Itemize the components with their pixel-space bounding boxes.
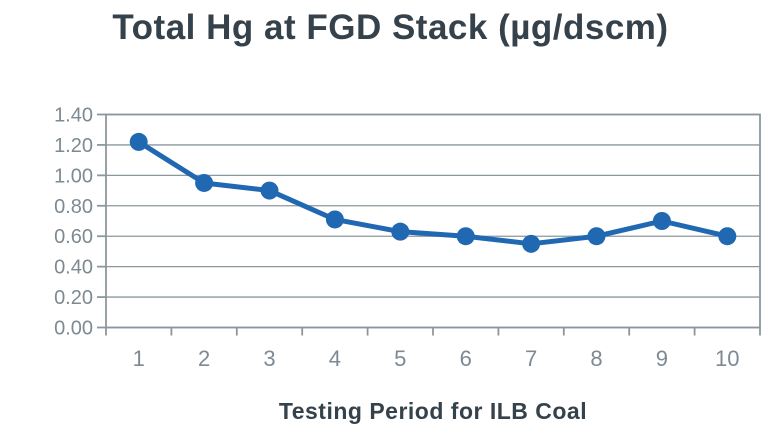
data-point [587,227,606,246]
y-axis-tick-label: 1.20 [54,135,93,157]
data-point [260,181,279,200]
x-axis-tick-label: 9 [656,346,668,371]
y-axis-tick-label: 0.80 [54,196,93,218]
y-axis-tick-label: 0.00 [54,318,93,340]
data-point [129,132,148,151]
data-point [456,227,475,246]
y-axis-tick-label: 1.00 [54,165,93,187]
data-point [325,210,344,229]
data-point [522,234,541,253]
x-axis-tick-label: 7 [525,346,537,371]
y-axis-tick-label: 1.40 [54,105,93,127]
data-point [391,222,410,241]
data-point [718,227,737,246]
y-axis-tick-label: 0.40 [54,257,93,279]
data-point [195,173,214,192]
x-axis-title: Testing Period for ILB Coal [278,398,588,424]
y-axis-tick-label: 0.20 [54,287,93,309]
x-axis-tick-label: 3 [263,346,275,371]
x-axis-tick-label: 2 [198,346,210,371]
chart-title: Total Hg at FGD Stack (µg/dscm) [112,8,669,47]
data-line [136,139,730,247]
x-axis-tick-label: 4 [329,346,341,371]
x-axis-tick-label: 5 [394,346,406,371]
x-axis-tick-label: 1 [133,346,145,371]
y-axis-tick-label: 0.60 [54,226,93,248]
x-axis-tick-label: 6 [460,346,472,371]
plot-border [105,113,761,329]
data-point [652,212,671,230]
x-axis-tick-label: 8 [590,346,602,371]
x-axis-tick-label: 10 [715,346,739,371]
